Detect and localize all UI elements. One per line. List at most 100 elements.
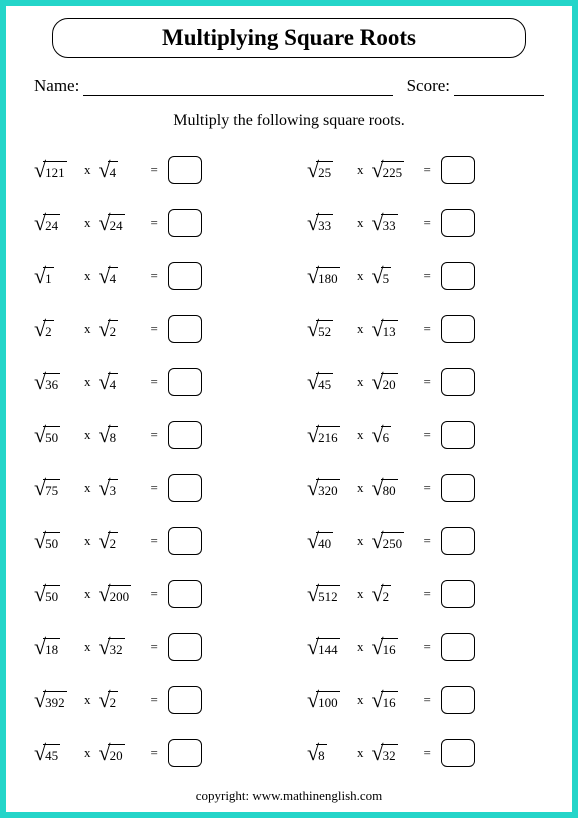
answer-box[interactable] [168, 156, 202, 184]
equals-sign: = [151, 215, 158, 231]
radicand: 180 [316, 267, 340, 287]
radicand: 8 [316, 744, 327, 764]
answer-box[interactable] [168, 474, 202, 502]
square-root: √1 [34, 265, 54, 287]
square-root: √320 [307, 477, 340, 499]
square-root: √45 [34, 742, 60, 764]
answer-box[interactable] [168, 686, 202, 714]
problem-row: √36x√4= [34, 360, 271, 404]
times-operator: x [357, 321, 364, 337]
times-operator: x [84, 162, 91, 178]
equals-sign: = [151, 374, 158, 390]
square-root: √36 [34, 371, 60, 393]
answer-box[interactable] [441, 474, 475, 502]
radicand: 4 [108, 267, 119, 287]
problem-row: √50x√200= [34, 572, 271, 616]
answer-box[interactable] [168, 580, 202, 608]
times-operator: x [357, 745, 364, 761]
problem-row: √25x√225= [307, 148, 544, 192]
answer-box[interactable] [441, 686, 475, 714]
radicand: 80 [381, 479, 398, 499]
radicand: 2 [381, 585, 392, 605]
radicand: 100 [316, 691, 340, 711]
square-root: √5 [372, 265, 392, 287]
equals-sign: = [151, 427, 158, 443]
radicand: 144 [316, 638, 340, 658]
square-root: √6 [372, 424, 392, 446]
equals-sign: = [424, 639, 431, 655]
radicand: 4 [108, 161, 119, 181]
answer-box[interactable] [168, 315, 202, 343]
answer-box[interactable] [168, 209, 202, 237]
problem-row: √144x√16= [307, 625, 544, 669]
problem-row: √1x√4= [34, 254, 271, 298]
problem-row: √52x√13= [307, 307, 544, 351]
answer-box[interactable] [168, 739, 202, 767]
square-root: √2 [99, 318, 119, 340]
problem-row: √45x√20= [34, 731, 271, 775]
equals-sign: = [151, 480, 158, 496]
square-root: √225 [372, 159, 405, 181]
square-root: √250 [372, 530, 405, 552]
meta-row: Name: Score: [34, 76, 544, 96]
equals-sign: = [424, 268, 431, 284]
answer-box[interactable] [168, 421, 202, 449]
answer-box[interactable] [168, 262, 202, 290]
radicand: 32 [108, 638, 125, 658]
problem-row: √45x√20= [307, 360, 544, 404]
square-root: √50 [34, 424, 60, 446]
times-operator: x [357, 533, 364, 549]
square-root: √200 [99, 583, 132, 605]
radicand: 392 [43, 691, 67, 711]
square-root: √25 [307, 159, 333, 181]
times-operator: x [357, 480, 364, 496]
radicand: 16 [381, 638, 398, 658]
equals-sign: = [424, 692, 431, 708]
times-operator: x [84, 427, 91, 443]
problem-row: √50x√8= [34, 413, 271, 457]
radicand: 6 [381, 426, 392, 446]
square-root: √392 [34, 689, 67, 711]
radicand: 40 [316, 532, 333, 552]
page-title: Multiplying Square Roots [53, 25, 525, 51]
name-field[interactable] [83, 78, 392, 96]
square-root: √100 [307, 689, 340, 711]
square-root: √52 [307, 318, 333, 340]
answer-box[interactable] [168, 633, 202, 661]
answer-box[interactable] [441, 315, 475, 343]
times-operator: x [84, 321, 91, 337]
problem-columns: √121x√4=√24x√24=√1x√4=√2x√2=√36x√4=√50x√… [34, 148, 544, 784]
answer-box[interactable] [441, 262, 475, 290]
equals-sign: = [151, 586, 158, 602]
radicand: 8 [108, 426, 119, 446]
answer-box[interactable] [441, 633, 475, 661]
answer-box[interactable] [441, 421, 475, 449]
radicand: 50 [43, 585, 60, 605]
square-root: √216 [307, 424, 340, 446]
radicand: 4 [108, 373, 119, 393]
square-root: √2 [99, 689, 119, 711]
answer-box[interactable] [441, 368, 475, 396]
answer-box[interactable] [168, 527, 202, 555]
answer-box[interactable] [441, 209, 475, 237]
square-root: √3 [99, 477, 119, 499]
problem-row: √33x√33= [307, 201, 544, 245]
answer-box[interactable] [168, 368, 202, 396]
score-field[interactable] [454, 78, 544, 96]
answer-box[interactable] [441, 739, 475, 767]
square-root: √24 [99, 212, 125, 234]
radicand: 20 [108, 744, 125, 764]
square-root: √16 [372, 689, 398, 711]
answer-box[interactable] [441, 527, 475, 555]
radicand: 25 [316, 161, 333, 181]
times-operator: x [84, 374, 91, 390]
radicand: 216 [316, 426, 340, 446]
equals-sign: = [424, 480, 431, 496]
equals-sign: = [424, 533, 431, 549]
equals-sign: = [424, 162, 431, 178]
problem-row: √50x√2= [34, 519, 271, 563]
answer-box[interactable] [441, 580, 475, 608]
problem-row: √180x√5= [307, 254, 544, 298]
answer-box[interactable] [441, 156, 475, 184]
radicand: 13 [381, 320, 398, 340]
